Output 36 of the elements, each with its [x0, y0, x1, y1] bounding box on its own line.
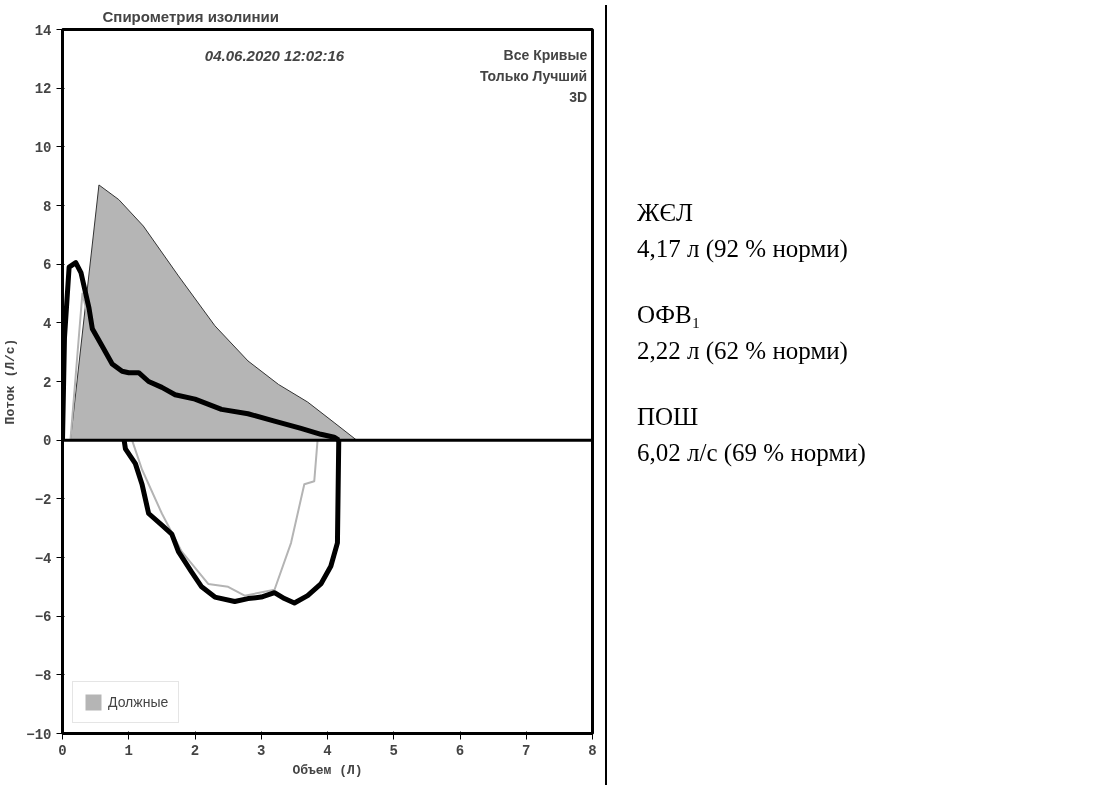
annotation: Только Лучший	[479, 68, 588, 85]
annotation: 04.06.2020 12:02:16	[204, 47, 345, 65]
y-tick-label: 8	[43, 198, 52, 215]
y-tick-label: −10	[26, 726, 52, 743]
annotation: 3D	[569, 89, 588, 106]
x-tick-label: 3	[257, 742, 266, 759]
y-tick-label: 14	[34, 22, 52, 39]
text: ЖЄЛ	[637, 198, 694, 228]
y-tick-label: 0	[43, 433, 52, 450]
text: 4,17 л (92 % норми)	[637, 234, 849, 265]
y-tick-label: 12	[34, 81, 52, 98]
y-tick-label: 6	[43, 257, 52, 274]
x-axis-title: Объем (Л)	[292, 762, 363, 778]
x-tick-label: 6	[455, 742, 465, 759]
x-tick-label: 5	[389, 742, 398, 759]
y-tick-label: −2	[34, 491, 52, 508]
x-tick-label: 4	[323, 742, 332, 759]
y-axis-title: Поток (Л/с)	[3, 338, 19, 425]
chart-title: Спирометрия изолинии	[102, 7, 279, 25]
legend-label: Должные	[108, 694, 169, 710]
annotation: Все Кривые	[503, 47, 588, 64]
x-tick-label: 1	[124, 742, 133, 759]
text: 6,02 л/с (69 % норми)	[637, 438, 866, 469]
y-tick-label: −8	[34, 667, 52, 684]
y-tick-label: −4	[34, 550, 52, 567]
text: ПОШ	[637, 402, 700, 432]
x-tick-label: 0	[58, 742, 67, 759]
x-tick-label: 8	[588, 742, 597, 759]
text: 2,22 л (62 % норми)	[637, 336, 849, 367]
y-tick-label: 10	[34, 139, 52, 156]
y-tick-label: −6	[34, 609, 52, 626]
y-tick-label: 4	[43, 315, 52, 332]
x-tick-label: 7	[522, 742, 531, 759]
y-tick-label: 2	[43, 374, 52, 391]
x-tick-label: 2	[190, 742, 200, 759]
text: ОФВ₁	[637, 300, 702, 330]
